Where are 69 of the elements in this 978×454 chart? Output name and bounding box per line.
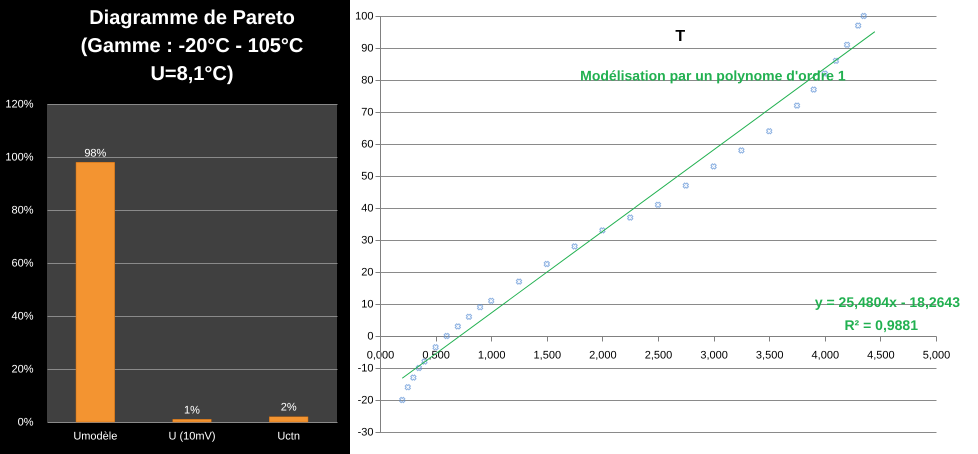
y-tick-label: -10	[358, 362, 374, 374]
point	[599, 227, 606, 234]
y-tick-label: 80%	[11, 204, 34, 216]
y-tick-label: 0%	[18, 416, 34, 428]
y-tick-label: 10	[361, 298, 374, 310]
point	[855, 22, 862, 29]
y-tick-label: 30	[361, 234, 374, 246]
x-tick-label: 1,500	[534, 350, 562, 362]
x-tick-label: Umodèle	[73, 430, 118, 442]
point	[444, 332, 450, 340]
text: T	[675, 28, 686, 45]
point	[476, 304, 484, 310]
chart-title: Diagramme de Pareto (Gamme : -20°C - 105°C U=8,1°C)	[80, 7, 304, 85]
point	[466, 314, 472, 320]
x-tick-label: Uctn	[277, 430, 300, 442]
point	[544, 260, 550, 268]
data-label: 2%	[280, 402, 297, 414]
y-tick-label: 60	[361, 138, 374, 150]
bar	[269, 416, 308, 422]
x-tick-label: 3,000	[700, 350, 728, 362]
point	[416, 364, 422, 372]
bar	[172, 419, 212, 422]
x-tick-label: 4,500	[867, 350, 895, 362]
point	[627, 214, 634, 221]
x-tick-label: 2,500	[644, 350, 672, 362]
y-tick-label: 80	[361, 74, 374, 86]
point	[432, 344, 439, 350]
data-label: 1%	[184, 404, 200, 416]
x-tick-label: U (10mV)	[168, 430, 216, 442]
point	[488, 298, 494, 304]
point	[766, 128, 772, 134]
y-tick-label: 40	[361, 202, 374, 214]
point	[794, 102, 800, 109]
point	[710, 163, 717, 170]
y-tick-label: 20	[361, 266, 374, 278]
data-label: 98%	[84, 147, 107, 160]
y-tick-label: -20	[358, 394, 374, 406]
x-tick-label: 1,000	[478, 350, 506, 362]
x-tick-label: 5,000	[922, 350, 950, 362]
point	[571, 243, 578, 250]
y-tick-label: 90	[361, 42, 374, 54]
y-tick-label: 50	[361, 170, 374, 182]
point	[404, 384, 411, 390]
point	[410, 374, 416, 381]
y-tick-label: 0	[367, 330, 374, 342]
point	[454, 323, 461, 330]
y-tick-label: -30	[358, 426, 374, 438]
annotation: y = 25,4804x - 18,2643	[814, 294, 960, 310]
bar	[76, 162, 115, 422]
y-tick-label: 120%	[5, 98, 34, 110]
annotation: R² = 0,9881	[844, 316, 918, 333]
y-tick-label: 40%	[11, 310, 34, 322]
point	[516, 278, 522, 285]
y-tick-label: 100%	[5, 152, 34, 164]
y-tick-label: 60%	[11, 258, 34, 270]
y-tick-label: 20%	[11, 364, 34, 376]
point	[738, 147, 745, 154]
x-tick-label: 4,000	[812, 350, 840, 362]
y-tick-label: 100	[355, 10, 374, 22]
y-tick-label: 70	[361, 106, 374, 118]
point	[682, 182, 689, 189]
point	[844, 42, 850, 48]
x-tick-label: 2,000	[589, 350, 617, 362]
point	[399, 396, 406, 404]
point	[832, 58, 840, 64]
point	[654, 202, 662, 208]
point	[860, 12, 867, 20]
point	[810, 86, 817, 93]
x-tick-label: 3,500	[756, 350, 784, 362]
